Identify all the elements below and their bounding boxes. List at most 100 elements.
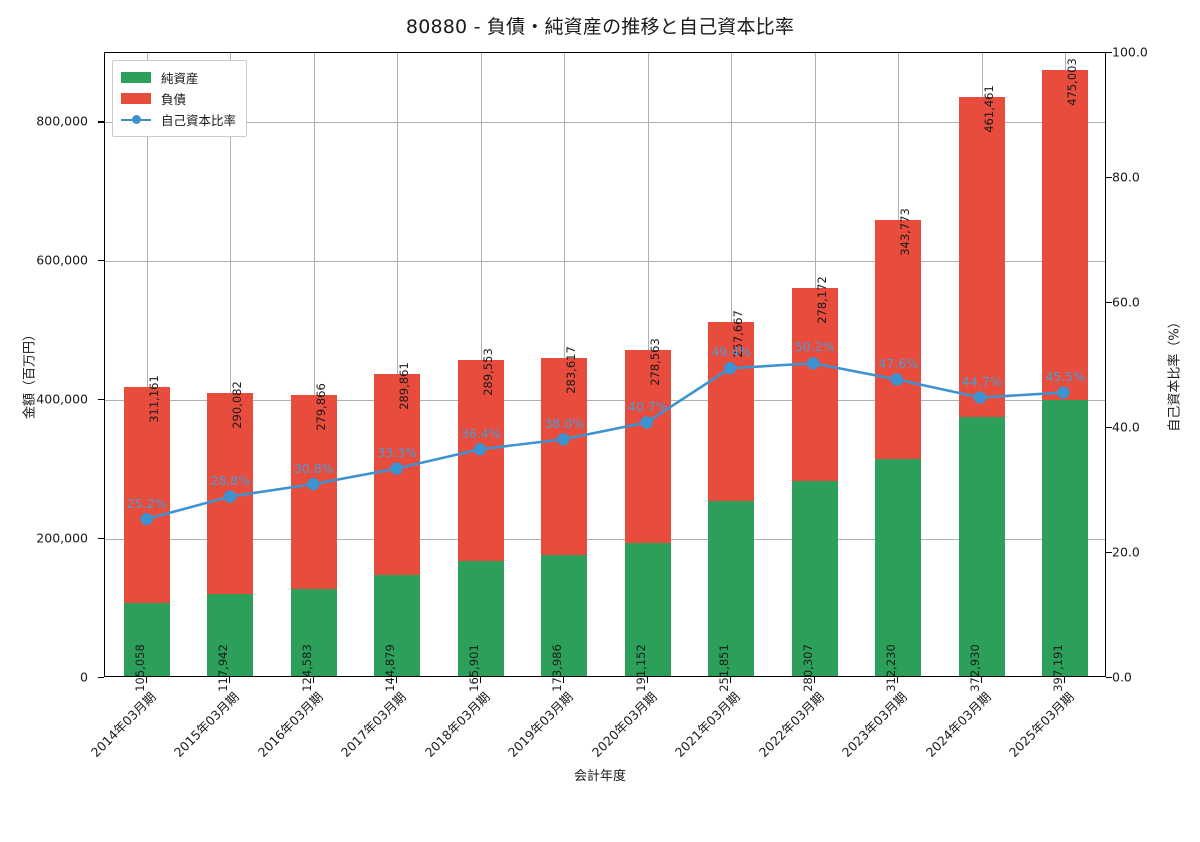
bar-segment-equity[interactable]: 165,901 <box>457 560 504 692</box>
bar-value-label-liabilities: 289,861 <box>397 362 412 410</box>
y-axis-left-tick: 600,000 <box>36 252 88 268</box>
bar-stack[interactable]: 397,191 475,003 <box>1042 59 1089 692</box>
bar-value-label-equity: 105,058 <box>132 644 147 692</box>
bar-value-label-equity: 117,942 <box>216 644 231 692</box>
bar-value-label-liabilities: 257,667 <box>731 310 746 358</box>
x-axis-tickmark <box>897 677 899 683</box>
bar-segment-equity[interactable]: 372,930 <box>958 417 1005 692</box>
bar-stack[interactable]: 173,986 283,617 <box>541 346 588 692</box>
chart-figure: 80880 - 負債・純資産の推移と自己資本比率 金額（百万円） 自己資本比率（… <box>22 16 1183 784</box>
x-axis-tickmark <box>980 677 982 683</box>
bar-value-label-liabilities: 343,773 <box>898 208 913 257</box>
legend-item-equity-ratio: 自己資本比率 <box>121 109 236 130</box>
y-axis-left-tickmark <box>98 121 104 123</box>
y-axis-right-tick: 40.0 <box>1112 419 1140 435</box>
bar-stack[interactable]: 312,230 343,773 <box>875 209 922 692</box>
legend-line-marker-icon <box>121 114 151 125</box>
bar-stack[interactable]: 144,879 289,861 <box>374 362 421 692</box>
bar-segment-equity[interactable]: 191,152 <box>624 543 671 692</box>
bar-segment-liabilities[interactable]: 311,161 <box>123 375 170 604</box>
y-axis-left-tickmark <box>98 538 104 540</box>
bar-value-label-liabilities: 461,461 <box>981 84 996 133</box>
bar-segment-liabilities[interactable]: 461,461 <box>958 85 1005 418</box>
y-axis-left-tickmark <box>98 260 104 262</box>
x-axis-tickmark <box>646 677 648 683</box>
bar-stack[interactable]: 165,901 289,553 <box>457 348 504 692</box>
bar-segment-equity[interactable]: 280,307 <box>791 481 838 692</box>
bar-value-label-liabilities: 278,172 <box>814 276 829 324</box>
bar-value-label-equity: 280,307 <box>800 644 815 692</box>
x-axis-tickmark <box>479 677 481 683</box>
gridline <box>105 261 1105 263</box>
bar-segment-liabilities[interactable]: 278,563 <box>624 338 671 544</box>
legend-label-liabilities: 負債 <box>161 92 187 107</box>
bar-value-label-equity: 372,930 <box>967 644 982 692</box>
y-axis-right-tickmark <box>1106 302 1112 304</box>
legend-swatch-equity-icon <box>121 72 151 83</box>
bar-value-label-equity: 144,879 <box>383 644 398 692</box>
bar-segment-liabilities[interactable]: 257,667 <box>708 310 755 502</box>
bar-segment-equity[interactable]: 124,583 <box>290 589 337 692</box>
y-axis-left-tick: 800,000 <box>36 113 88 129</box>
y-axis-left-tick: 0 <box>80 669 88 685</box>
legend-label-equity: 純資産 <box>161 71 199 86</box>
y-axis-right-tickmark <box>1106 552 1112 554</box>
x-axis-tickmark <box>813 677 815 683</box>
y-axis-right-tick: 0.0 <box>1112 669 1132 685</box>
y-axis-left-tickmark <box>98 399 104 401</box>
bar-segment-equity[interactable]: 251,851 <box>708 501 755 692</box>
bar-value-label-liabilities: 475,003 <box>1065 58 1080 107</box>
x-axis-tickmark <box>1064 677 1066 683</box>
bar-value-label-equity: 191,152 <box>633 644 648 692</box>
x-axis-tickmark <box>145 677 147 683</box>
bar-value-label-liabilities: 279,866 <box>313 383 328 431</box>
bar-segment-liabilities[interactable]: 279,866 <box>290 383 337 590</box>
bar-value-label-equity: 173,986 <box>550 644 565 692</box>
bar-segment-equity[interactable]: 105,058 <box>123 603 170 692</box>
y-axis-right-tickmark <box>1106 52 1112 54</box>
legend-item-equity: 純資産 <box>121 67 236 88</box>
bar-stack[interactable]: 105,058 311,161 <box>123 375 170 692</box>
bar-value-label-equity: 312,230 <box>884 644 899 692</box>
bar-value-label-equity: 124,583 <box>299 644 314 692</box>
bar-segment-liabilities[interactable]: 278,172 <box>791 276 838 482</box>
bar-value-label-liabilities: 278,563 <box>647 338 662 386</box>
bar-segment-liabilities[interactable]: 475,003 <box>1042 59 1089 401</box>
y-axis-right-tick: 20.0 <box>1112 544 1140 560</box>
bar-stack[interactable]: 191,152 278,563 <box>624 338 671 692</box>
bar-segment-equity[interactable]: 117,942 <box>207 594 254 692</box>
bar-stack[interactable]: 117,942 290,082 <box>207 381 254 692</box>
chart-legend: 純資産 負債 自己資本比率 <box>112 60 248 137</box>
bar-stack[interactable]: 280,307 278,172 <box>791 276 838 692</box>
gridline <box>105 400 1105 402</box>
bar-value-label-liabilities: 311,161 <box>146 375 161 423</box>
gridline <box>105 122 1105 124</box>
bar-segment-liabilities[interactable]: 343,773 <box>875 209 922 460</box>
bar-segment-equity[interactable]: 397,191 <box>1042 400 1089 692</box>
bar-value-label-liabilities: 283,617 <box>564 346 579 395</box>
y-axis-right-tick: 60.0 <box>1112 294 1140 310</box>
bar-stack[interactable]: 372,930 461,461 <box>958 85 1005 692</box>
bar-stack[interactable]: 124,583 279,866 <box>290 383 337 692</box>
y-axis-right-tick: 80.0 <box>1112 169 1140 185</box>
y-axis-left-tickmark <box>98 677 104 679</box>
x-axis-label: 会計年度 <box>573 769 626 784</box>
bar-segment-equity[interactable]: 312,230 <box>875 459 922 692</box>
bar-value-label-liabilities: 290,082 <box>230 380 245 429</box>
legend-label-equity-ratio: 自己資本比率 <box>161 113 237 128</box>
x-axis-tickmark <box>312 677 314 683</box>
bar-segment-liabilities[interactable]: 290,082 <box>207 381 254 595</box>
y-axis-left-tick: 200,000 <box>36 530 88 546</box>
y-axis-left-label: 金額（百万円） <box>22 328 38 420</box>
bar-segment-equity[interactable]: 173,986 <box>541 555 588 692</box>
bar-segment-liabilities[interactable]: 289,553 <box>457 348 504 561</box>
plot-area: 105,058 311,161 117,942 290,082 124,583 279,8… <box>104 52 1106 692</box>
x-axis-tickmark <box>730 677 732 683</box>
bar-stack[interactable]: 251,851 257,667 <box>708 310 755 692</box>
y-axis-right-tickmark <box>1106 177 1112 179</box>
bar-segment-equity[interactable]: 144,879 <box>374 575 421 692</box>
x-axis-tickmark <box>396 677 398 683</box>
ratio-line-path <box>145 361 1065 521</box>
bar-segment-liabilities[interactable]: 283,617 <box>541 346 588 556</box>
bar-segment-liabilities[interactable]: 289,861 <box>374 362 421 576</box>
